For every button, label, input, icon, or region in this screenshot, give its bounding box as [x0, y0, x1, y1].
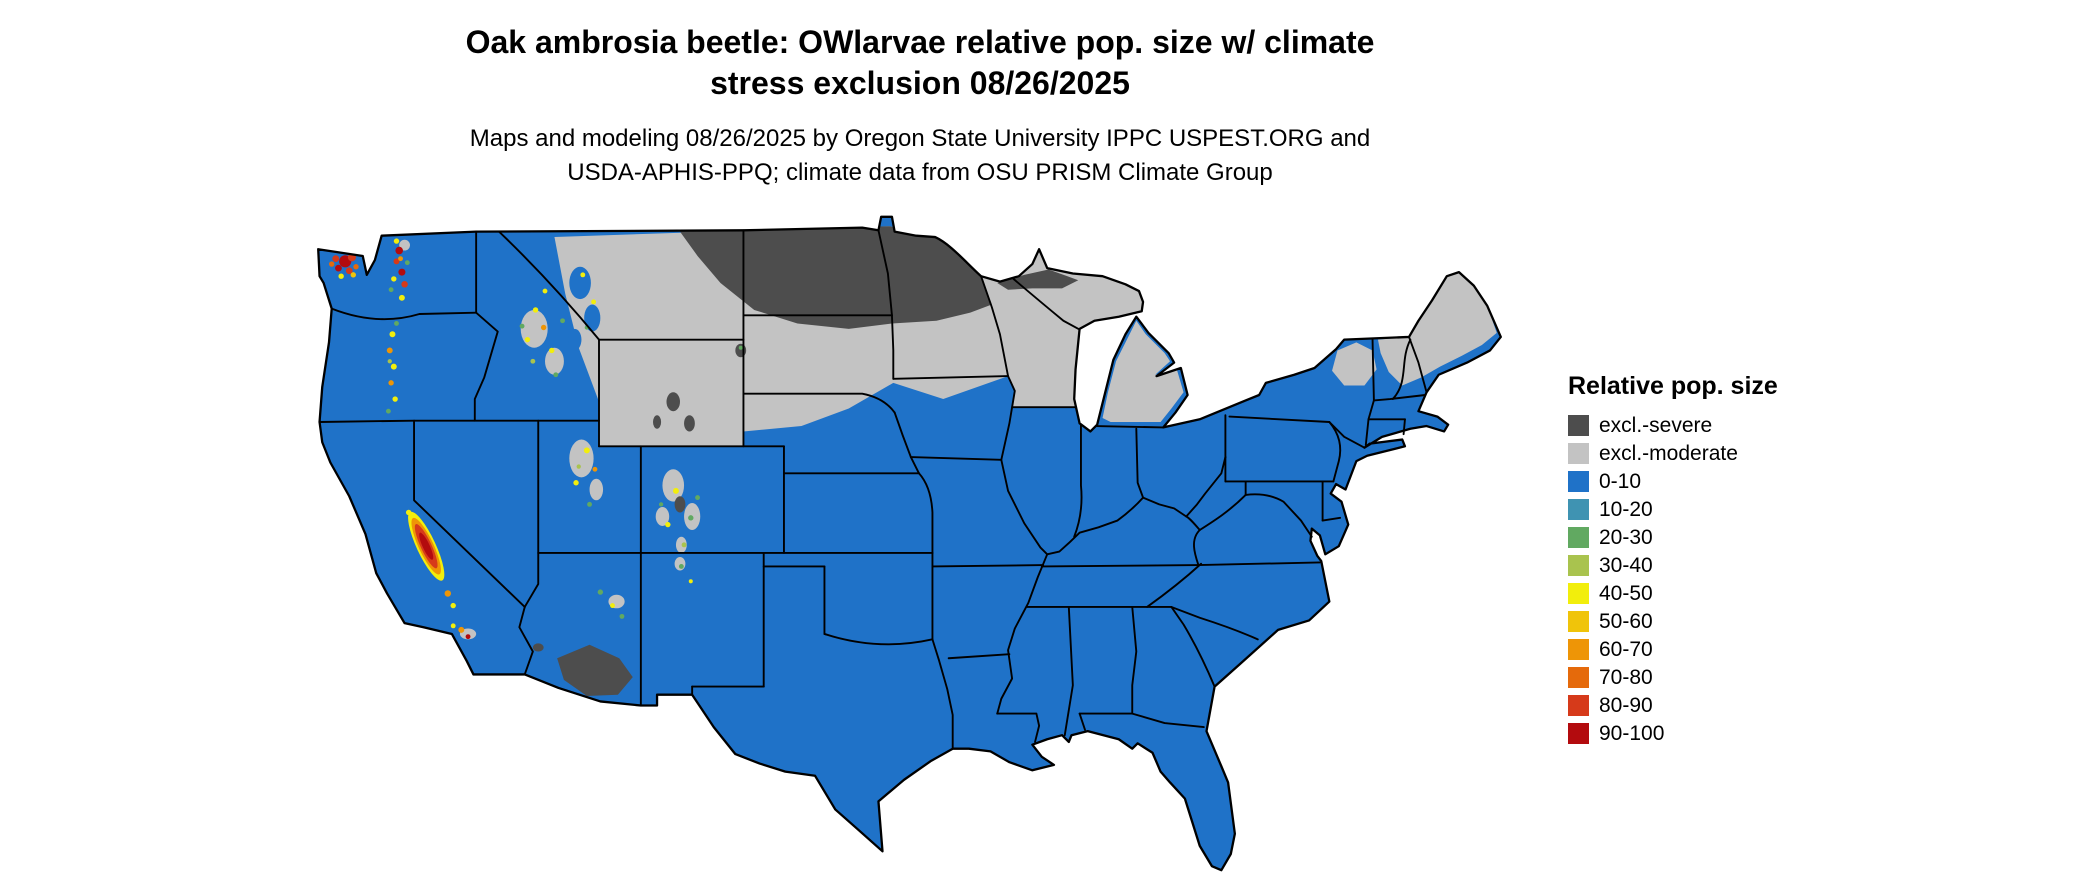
legend-label: 30-40: [1599, 554, 1653, 577]
valley-patches-layer: [567, 266, 601, 351]
legend-label: 80-90: [1599, 694, 1653, 717]
legend-item: 60-70: [1568, 639, 1778, 660]
legend-label: excl.-severe: [1599, 414, 1713, 437]
legend-swatch: [1568, 695, 1589, 716]
legend-label: 0-10: [1599, 470, 1642, 493]
legend-label: 10-20: [1599, 498, 1653, 521]
legend-item: 80-90: [1568, 695, 1778, 716]
legend-swatch: [1568, 611, 1589, 632]
legend-item: 10-20: [1568, 499, 1778, 520]
legend-swatch: [1568, 499, 1589, 520]
legend-swatch: [1568, 555, 1589, 576]
legend-label: 70-80: [1599, 666, 1653, 689]
legend-swatch: [1568, 471, 1589, 492]
legend-swatch: [1568, 443, 1589, 464]
legend-item: 30-40: [1568, 555, 1778, 576]
legend-label: 60-70: [1599, 638, 1653, 661]
legend-item: 50-60: [1568, 611, 1778, 632]
state-borders: [318, 229, 1428, 750]
us-map: [317, 215, 1502, 872]
us-outline: [317, 215, 1502, 872]
legend-item: 90-100: [1568, 723, 1778, 744]
page-title-line2: stress exclusion 08/26/2025: [710, 65, 1130, 101]
legend-item: 20-30: [1568, 527, 1778, 548]
legend-item: excl.-severe: [1568, 415, 1778, 436]
title-block: Oak ambrosia beetle: OWlarvae relative p…: [300, 22, 1540, 190]
legend-label: 90-100: [1599, 722, 1665, 745]
legend-item: 0-10: [1568, 471, 1778, 492]
us-map-container: [302, 206, 1517, 881]
page-subtitle-line2: USDA-APHIS-PPQ; climate data from OSU PR…: [567, 159, 1273, 186]
legend-item: 70-80: [1568, 667, 1778, 688]
legend-item: excl.-moderate: [1568, 443, 1778, 464]
legend-title: Relative pop. size: [1568, 372, 1778, 400]
legend-label: 50-60: [1599, 610, 1653, 633]
legend-label: excl.-moderate: [1599, 442, 1738, 465]
legend-item: 40-50: [1568, 583, 1778, 604]
legend-label: 40-50: [1599, 582, 1653, 605]
page-subtitle-line1: Maps and modeling 08/26/2025 by Oregon S…: [469, 125, 1371, 152]
page-title-line1: Oak ambrosia beetle: OWlarvae relative p…: [465, 24, 1375, 60]
legend-swatch: [1568, 583, 1589, 604]
legend-swatch: [1568, 723, 1589, 744]
legend: Relative pop. size excl.-severe excl.-mod…: [1568, 372, 1778, 751]
legend-label: 20-30: [1599, 526, 1653, 549]
legend-rows: excl.-severe excl.-moderate 0-10 10-20 20-30…: [1568, 415, 1778, 744]
legend-swatch: [1568, 527, 1589, 548]
legend-swatch: [1568, 415, 1589, 436]
legend-swatch: [1568, 639, 1589, 660]
legend-swatch: [1568, 667, 1589, 688]
